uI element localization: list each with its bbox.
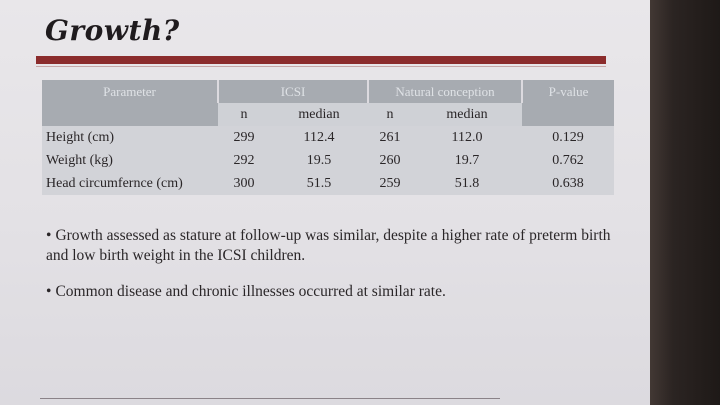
cell-median-natural: 51.8 (412, 172, 522, 195)
bullet-item: • Growth assessed as stature at follow-up… (46, 226, 616, 266)
row-label: Head circumfernce (cm) (42, 172, 218, 195)
cell-n-icsi: 292 (218, 149, 270, 172)
presentation-slide: Growth? Parameter ICSI Natural conceptio… (0, 0, 650, 405)
cell-median-icsi: 51.5 (270, 172, 368, 195)
cell-median-natural: 19.7 (412, 149, 522, 172)
header-parameter: Parameter (42, 80, 218, 103)
projection-screen-edge (642, 0, 720, 405)
bullet-text: Common disease and chronic illnesses occ… (55, 283, 446, 300)
bullet-dot-icon: • (46, 283, 52, 300)
table-header-row: Parameter ICSI Natural conception P-valu… (42, 80, 614, 103)
subheader-blank (42, 103, 218, 126)
title-underline-thin (36, 66, 606, 67)
cell-median-natural: 112.0 (412, 126, 522, 149)
cell-p-value: 0.129 (522, 126, 614, 149)
title-underline (36, 56, 606, 64)
footer-rule (40, 398, 500, 399)
bullet-dot-icon: • (46, 227, 52, 244)
growth-table: Parameter ICSI Natural conception P-valu… (42, 80, 614, 195)
subheader-median-icsi: median (270, 103, 368, 126)
cell-median-icsi: 112.4 (270, 126, 368, 149)
bullet-list: • Growth assessed as stature at follow-up… (46, 226, 616, 318)
cell-n-natural: 260 (368, 149, 412, 172)
subheader-n-icsi: n (218, 103, 270, 126)
table-row: Weight (kg) 292 19.5 260 19.7 0.762 (42, 149, 614, 172)
subheader-median-natural: median (412, 103, 522, 126)
cell-median-icsi: 19.5 (270, 149, 368, 172)
header-p-value: P-value (521, 80, 614, 103)
cell-n-icsi: 300 (218, 172, 270, 195)
row-label: Height (cm) (42, 126, 218, 149)
header-icsi: ICSI (217, 80, 368, 103)
slide-title: Growth? (45, 14, 180, 47)
subheader-blank-p (522, 103, 614, 126)
cell-n-icsi: 299 (218, 126, 270, 149)
cell-n-natural: 261 (368, 126, 412, 149)
header-natural-conception: Natural conception (367, 80, 522, 103)
cell-n-natural: 259 (368, 172, 412, 195)
cell-p-value: 0.762 (522, 149, 614, 172)
bullet-text: Growth assessed as stature at follow-up … (46, 227, 611, 264)
table-subheader-row: n median n median (42, 103, 614, 126)
table-row: Height (cm) 299 112.4 261 112.0 0.129 (42, 126, 614, 149)
bullet-item: • Common disease and chronic illnesses oc… (46, 282, 616, 302)
table-row: Head circumfernce (cm) 300 51.5 259 51.8… (42, 172, 614, 195)
cell-p-value: 0.638 (522, 172, 614, 195)
subheader-n-natural: n (368, 103, 412, 126)
row-label: Weight (kg) (42, 149, 218, 172)
